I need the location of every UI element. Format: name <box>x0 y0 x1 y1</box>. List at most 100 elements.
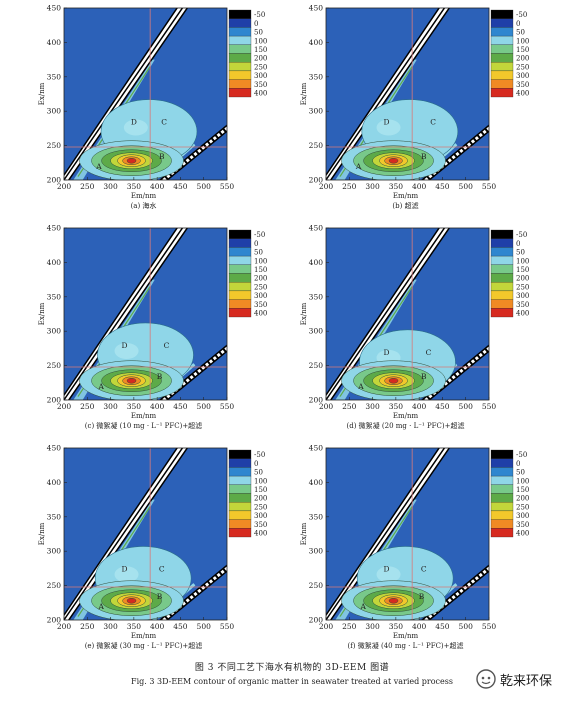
peak-label-a: A <box>98 602 105 611</box>
y-tick-label: 200 <box>47 176 62 185</box>
y-tick-label: 450 <box>309 444 324 453</box>
x-tick-label: 250 <box>342 622 357 631</box>
y-tick-label: 200 <box>47 616 62 625</box>
scatter-band-core <box>65 448 187 620</box>
colorbar-label: -50 <box>254 451 265 459</box>
peak-label-a: A <box>98 382 105 391</box>
y-tick-label: 350 <box>47 292 62 301</box>
panel-label: (a) 海水 <box>131 201 157 210</box>
y-tick-label: 400 <box>47 478 62 487</box>
x-tick-label: 200 <box>57 182 72 191</box>
y-tick-label: 300 <box>309 547 324 556</box>
y-tick-label: 350 <box>309 72 324 81</box>
colorbar-swatch <box>490 229 514 239</box>
colorbar-swatch <box>490 493 514 503</box>
peak-label-c: C <box>164 341 170 350</box>
colorbar-label: -50 <box>516 11 527 19</box>
y-tick-label: 300 <box>47 547 62 556</box>
colorbar-label: 100 <box>254 37 267 45</box>
x-axis-label: Em/nm <box>393 412 419 420</box>
colorbar-label: 200 <box>254 275 267 283</box>
colorbar-swatch <box>228 238 252 248</box>
colorbar-swatch <box>490 510 514 520</box>
colorbar-swatch <box>490 290 514 300</box>
colorbar-label: 100 <box>516 37 529 45</box>
x-tick-label: 300 <box>365 622 380 631</box>
colorbar-swatch <box>228 458 252 468</box>
colorbar-swatch <box>490 299 514 309</box>
intensity-contour <box>388 157 399 164</box>
x-tick-label: 250 <box>80 402 95 411</box>
y-axis-label: Ex/nm <box>300 522 308 545</box>
colorbar-swatch <box>228 475 252 485</box>
colorbar-label: 0 <box>254 20 258 28</box>
colorbar-label: 0 <box>254 460 258 468</box>
y-tick-label: 400 <box>47 38 62 47</box>
colorbar-label: -50 <box>516 231 527 239</box>
y-tick-label: 350 <box>309 512 324 521</box>
colorbar-label: 200 <box>254 55 267 63</box>
colorbar-swatch <box>490 273 514 283</box>
colorbar-label: 200 <box>516 495 529 503</box>
y-tick-label: 250 <box>309 141 324 150</box>
y-tick-label: 300 <box>309 107 324 116</box>
colorbar-label: 400 <box>254 530 267 538</box>
colorbar-swatch <box>490 458 514 468</box>
x-tick-label: 200 <box>319 402 334 411</box>
peak-d-region <box>114 342 139 359</box>
colorbar-swatch <box>490 27 514 37</box>
x-tick-label: 200 <box>57 402 72 411</box>
colorbar-swatch <box>228 53 252 63</box>
colorbar-label: 350 <box>516 81 529 89</box>
colorbar-label: 200 <box>254 495 267 503</box>
colorbar-label: 100 <box>254 257 267 265</box>
peak-label-b: B <box>159 152 165 161</box>
x-tick-label: 500 <box>459 182 474 191</box>
colorbar-swatch <box>490 255 514 265</box>
colorbar-swatch <box>490 467 514 477</box>
colorbar-swatch <box>228 44 252 54</box>
colorbar-label: 200 <box>516 55 529 63</box>
colorbar-swatch <box>228 229 252 239</box>
colorbar-label: 350 <box>254 301 267 309</box>
colorbar-swatch <box>490 44 514 54</box>
plot-area: A B C D <box>326 8 489 180</box>
plot-area: A B C D <box>64 448 227 620</box>
scatter-band-core <box>327 8 449 180</box>
peak-label-c: C <box>426 348 432 357</box>
y-tick-label: 400 <box>309 38 324 47</box>
peak-d-region <box>114 566 139 583</box>
x-tick-label: 500 <box>459 622 474 631</box>
colorbar-swatch <box>490 247 514 257</box>
peak-label-b: B <box>419 592 425 601</box>
y-tick-label: 400 <box>309 478 324 487</box>
intensity-contour <box>388 597 399 604</box>
y-tick-label: 450 <box>309 4 324 13</box>
colorbar-swatch <box>228 493 252 503</box>
peak-label-c: C <box>430 118 436 127</box>
x-tick-label: 350 <box>127 182 142 191</box>
y-axis-label: Ex/nm <box>38 522 46 545</box>
y-axis-label: Ex/nm <box>38 82 46 105</box>
colorbar-label: 400 <box>516 310 529 318</box>
peak-label-d: D <box>384 118 390 127</box>
colorbar-label: 50 <box>516 29 525 37</box>
y-tick-label: 200 <box>47 396 62 405</box>
colorbar-swatch <box>228 9 252 19</box>
colorbar-swatch <box>490 308 514 318</box>
x-tick-label: 400 <box>412 402 427 411</box>
colorbar-swatch <box>228 27 252 37</box>
plot-area: A B C D <box>64 228 227 400</box>
colorbar-label: 150 <box>254 46 267 54</box>
colorbar-swatch <box>490 62 514 72</box>
colorbar-swatch <box>490 282 514 292</box>
colorbar-swatch <box>228 18 252 28</box>
x-axis-label: Em/nm <box>393 632 419 640</box>
figure-caption-cn: 图 3 不同工艺下海水有机物的 3D-EEM 图谱 <box>194 663 390 673</box>
x-tick-label: 450 <box>435 402 450 411</box>
colorbar-label: 0 <box>254 240 258 248</box>
colorbar-swatch <box>228 467 252 477</box>
colorbar-label: 400 <box>254 90 267 98</box>
panel-label: (b) 超滤 <box>392 201 418 210</box>
